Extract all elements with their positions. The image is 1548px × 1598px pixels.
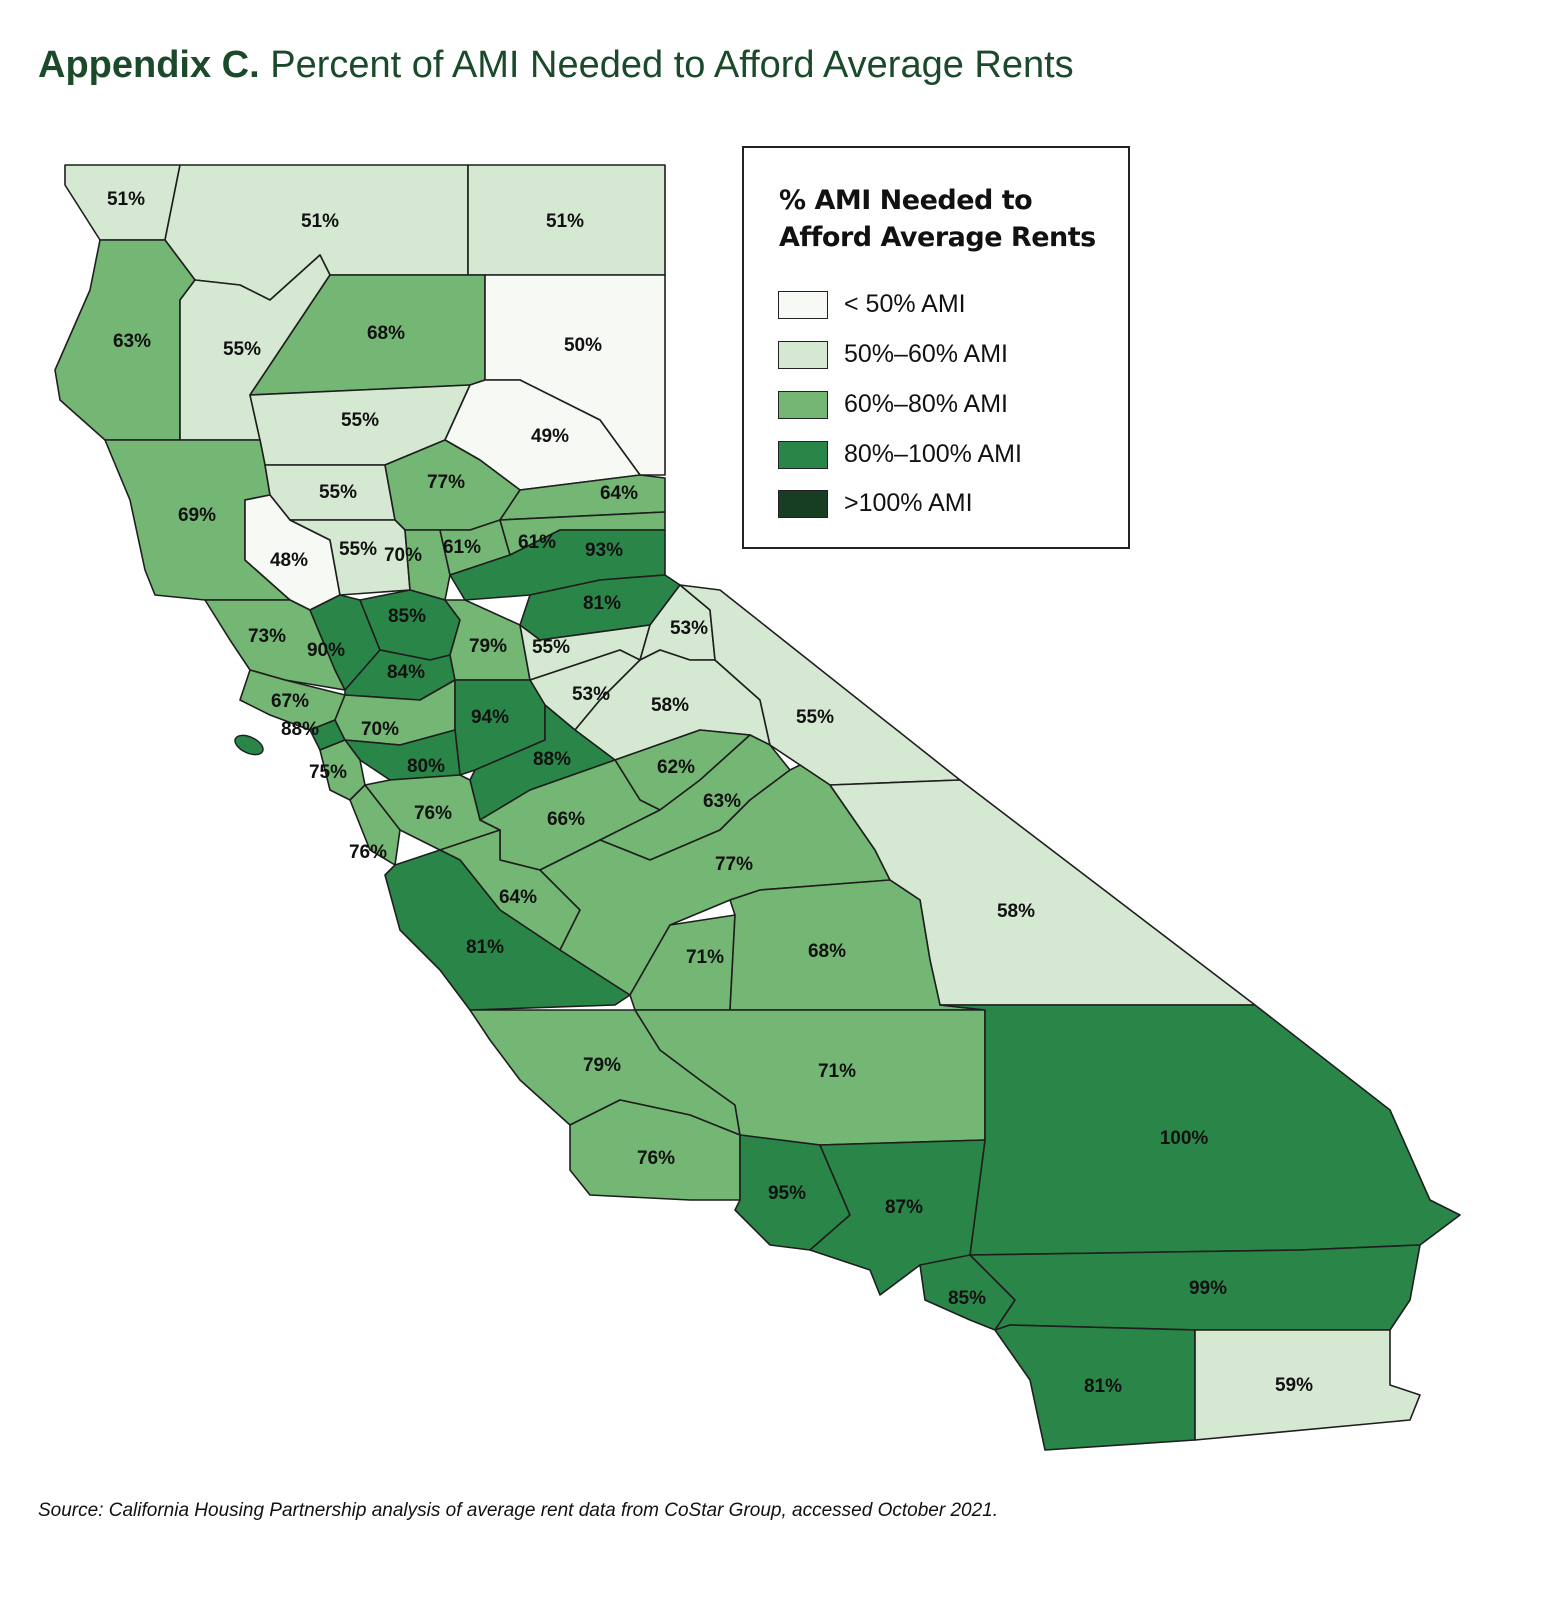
legend-label: >100% AMI: [844, 489, 973, 517]
county-value-label: 55%: [223, 339, 261, 360]
legend-item: 60%–80% AMI: [778, 390, 1008, 419]
county-value-label: 85%: [388, 606, 426, 627]
source-note: Source: California Housing Partnership a…: [38, 1500, 999, 1521]
county-value-label: 81%: [1084, 1376, 1122, 1397]
county-value-label: 80%: [407, 756, 445, 777]
county-value-label: 76%: [414, 803, 452, 824]
county-value-label: 61%: [443, 537, 481, 558]
county-value-label: 71%: [686, 947, 724, 968]
legend-label: 80%–100% AMI: [844, 440, 1022, 468]
legend-label: 60%–80% AMI: [844, 390, 1008, 418]
county-value-label: 81%: [583, 593, 621, 614]
page-title: Appendix C. Percent of AMI Needed to Aff…: [38, 44, 1074, 87]
channel-island: [234, 734, 264, 756]
county-value-label: 62%: [657, 757, 695, 778]
county-value-label: 84%: [387, 662, 425, 683]
legend-title: % AMI Needed to Afford Average Rents: [779, 182, 1096, 256]
county-value-label: 79%: [469, 636, 507, 657]
county-value-label: 49%: [531, 426, 569, 447]
county-value-label: 88%: [281, 719, 319, 740]
legend-title-line1: % AMI Needed to: [779, 185, 1033, 216]
legend-swatch: [778, 489, 828, 518]
labels-layer: 51% 51% 51% 63% 55% 68% 50% 55% 49% 69% 55% 77% 64% 4…: [107, 189, 1313, 1397]
county-value-label: 55%: [796, 707, 834, 728]
legend-item: >100% AMI: [778, 489, 973, 518]
county-region: [404, 529, 451, 601]
legend: % AMI Needed to Afford Average Rents < 5…: [742, 146, 1130, 549]
county-region: [809, 1139, 986, 1296]
county-value-label: 61%: [518, 532, 556, 553]
title-bold: Appendix C.: [38, 44, 260, 86]
county-value-label: 100%: [1160, 1128, 1209, 1149]
legend-swatch: [778, 390, 828, 419]
counties-layer: [54, 164, 1461, 1451]
county-value-label: 68%: [808, 941, 846, 962]
county-value-label: 63%: [113, 331, 151, 352]
county-value-label: 63%: [703, 791, 741, 812]
county-value-label: 71%: [818, 1061, 856, 1082]
legend-label: 50%–60% AMI: [844, 340, 1008, 368]
legend-label: < 50% AMI: [844, 290, 966, 318]
legend-swatch: [778, 290, 828, 319]
county-value-label: 51%: [107, 189, 145, 210]
county-value-label: 77%: [715, 854, 753, 875]
county-value-label: 70%: [384, 545, 422, 566]
legend-swatch: [778, 340, 828, 369]
county-value-label: 53%: [572, 684, 610, 705]
county-value-label: 77%: [427, 472, 465, 493]
county-value-label: 93%: [585, 540, 623, 561]
county-value-label: 95%: [768, 1183, 806, 1204]
county-value-label: 88%: [533, 749, 571, 770]
county-value-label: 66%: [547, 809, 585, 830]
county-value-label: 55%: [341, 410, 379, 431]
county-value-label: 79%: [583, 1055, 621, 1076]
county-value-label: 90%: [307, 640, 345, 661]
county-value-label: 51%: [546, 211, 584, 232]
county-value-label: 70%: [361, 719, 399, 740]
county-value-label: 94%: [471, 707, 509, 728]
county-region: [729, 879, 986, 1011]
county-value-label: 85%: [948, 1288, 986, 1309]
county-value-label: 75%: [309, 762, 347, 783]
title-rest: Percent of AMI Needed to Afford Average …: [270, 44, 1074, 86]
county-value-label: 53%: [670, 618, 708, 639]
county-value-label: 69%: [178, 505, 216, 526]
county-value-label: 55%: [319, 482, 357, 503]
county-value-label: 87%: [885, 1197, 923, 1218]
county-value-label: 48%: [270, 550, 308, 571]
county-value-label: 64%: [600, 483, 638, 504]
legend-item: 80%–100% AMI: [778, 440, 1022, 469]
county-value-label: 51%: [301, 211, 339, 232]
county-value-label: 55%: [339, 539, 377, 560]
county-value-label: 67%: [271, 691, 309, 712]
legend-item: 50%–60% AMI: [778, 340, 1008, 369]
legend-swatch: [778, 440, 828, 469]
legend-title-line2: Afford Average Rents: [779, 222, 1096, 253]
county-value-label: 50%: [564, 335, 602, 356]
county-value-label: 59%: [1275, 1375, 1313, 1396]
county-region: [1194, 1329, 1421, 1441]
county-value-label: 81%: [466, 937, 504, 958]
county-region: [499, 474, 666, 521]
county-value-label: 76%: [637, 1148, 675, 1169]
county-region: [384, 849, 631, 1011]
county-value-label: 76%: [349, 842, 387, 863]
county-value-label: 58%: [997, 901, 1035, 922]
county-region: [349, 784, 401, 866]
county-value-label: 55%: [532, 637, 570, 658]
legend-item: < 50% AMI: [778, 290, 966, 319]
county-value-label: 99%: [1189, 1278, 1227, 1299]
county-value-label: 64%: [499, 887, 537, 908]
county-value-label: 68%: [367, 323, 405, 344]
county-value-label: 58%: [651, 695, 689, 716]
county-value-label: 73%: [248, 626, 286, 647]
